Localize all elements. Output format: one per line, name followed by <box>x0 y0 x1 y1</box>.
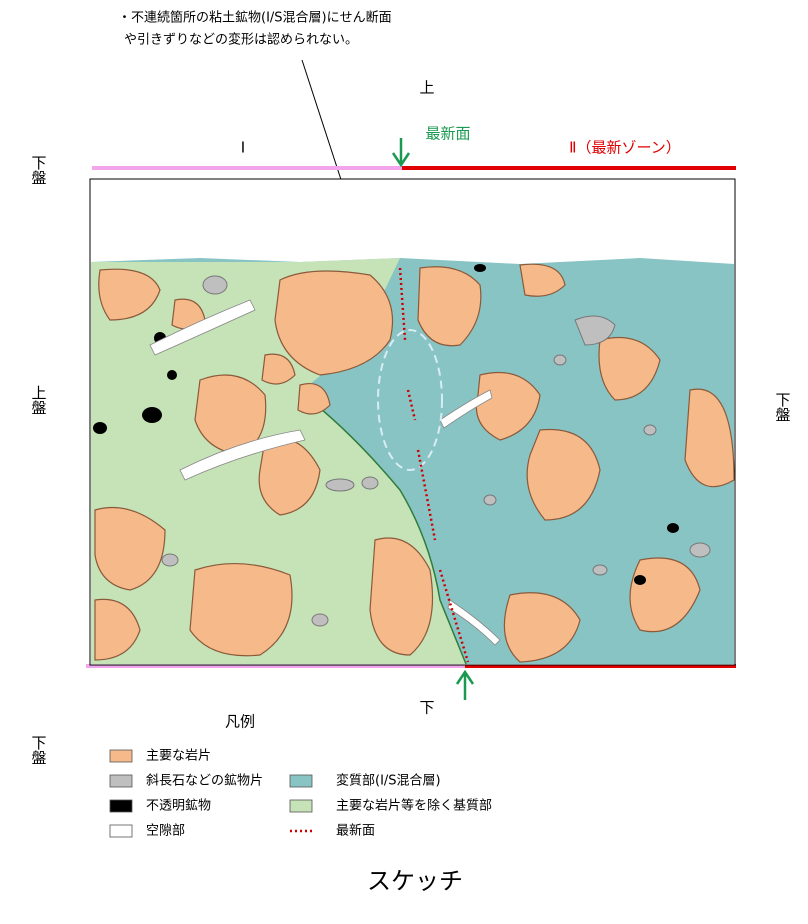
sketch <box>89 178 736 666</box>
legend-label: 空隙部 <box>146 824 185 839</box>
zone-1-label: I <box>241 139 245 157</box>
bottom-label: 下 <box>419 699 434 717</box>
legend-label: 主要な岩片等を除く基質部 <box>336 798 492 814</box>
legend-swatches <box>109 749 315 838</box>
side-label: 上盤 <box>30 385 48 415</box>
legend-label: 不透明鉱物 <box>146 798 211 814</box>
legend-label: 変質部(I/S混合層) <box>336 773 441 789</box>
annotation-line: や引きずりなどの変形は認められない。 <box>124 32 358 48</box>
side-label: 下盤 <box>30 155 48 185</box>
legend-label: 最新面 <box>336 823 375 839</box>
newest-plane-label: 最新面 <box>425 125 470 143</box>
side-label: 下盤 <box>774 392 792 422</box>
annotation-line: ・不連続箇所の粘土鉱物(I/S混合層)にせん断面 <box>118 10 392 26</box>
legend-label: 斜長石などの鉱物片 <box>146 773 263 789</box>
zone-2-label: Ⅱ（最新ゾーン） <box>569 139 681 157</box>
legend-label: 主要な岩片 <box>146 749 211 764</box>
top-label: 上 <box>419 79 434 97</box>
side-label: 下盤 <box>30 735 48 765</box>
legend-title: 凡例 <box>225 713 255 731</box>
newest-arrow <box>391 138 475 700</box>
caption: スケッチ <box>367 867 463 895</box>
